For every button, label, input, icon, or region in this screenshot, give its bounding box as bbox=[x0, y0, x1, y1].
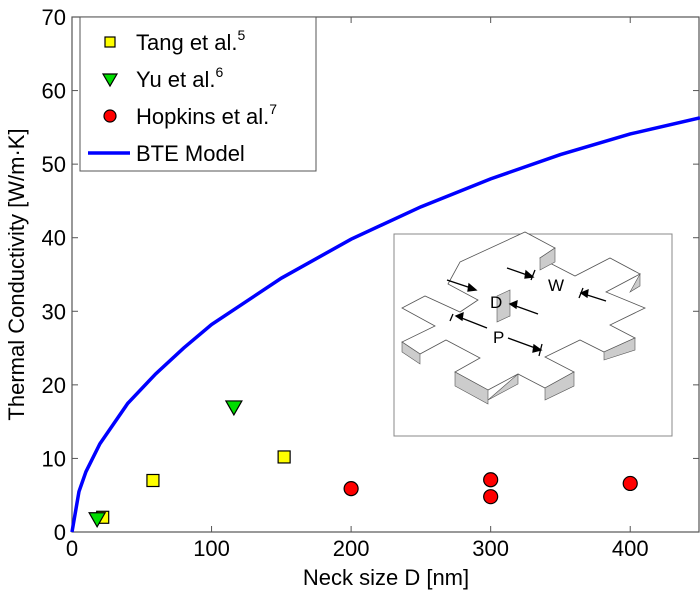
inset-diagram: D W P bbox=[393, 231, 673, 437]
data-markers bbox=[88, 400, 638, 528]
y-tick-label: 70 bbox=[42, 5, 66, 30]
y-tick-label: 10 bbox=[42, 446, 66, 471]
legend-label: Yu et al.6 bbox=[136, 64, 224, 92]
inset-label-w: W bbox=[548, 276, 564, 295]
y-axis-label: Thermal Conductivity [W/m·K] bbox=[4, 128, 29, 420]
x-tick-label: 400 bbox=[612, 536, 649, 561]
x-axis-label: Neck size D [nm] bbox=[303, 565, 469, 590]
x-tick-label: 100 bbox=[193, 536, 230, 561]
y-tick-label: 0 bbox=[54, 520, 66, 545]
axis-labels: Neck size D [nm] Thermal Conductivity [W/… bbox=[4, 128, 469, 590]
legend-label: Hopkins et al.7 bbox=[136, 101, 277, 129]
x-tick-label: 0 bbox=[66, 536, 78, 561]
plot-axes: 0 100 200 300 400 0 10 20 30 40 50 60 70 bbox=[42, 5, 700, 561]
y-tick-label: 60 bbox=[42, 79, 66, 104]
inset-label-p: P bbox=[493, 328, 504, 347]
legend-label: Tang et al.5 bbox=[136, 27, 246, 55]
x-tick-label: 300 bbox=[472, 536, 509, 561]
y-tick-label: 30 bbox=[42, 299, 66, 324]
legend-label: BTE Model bbox=[136, 141, 245, 166]
x-tick-label: 200 bbox=[333, 536, 370, 561]
y-tick-label: 50 bbox=[42, 152, 66, 177]
y-tick-label: 40 bbox=[42, 226, 66, 251]
y-tick-label: 20 bbox=[42, 373, 66, 398]
inset-label-d: D bbox=[490, 293, 502, 312]
bte-model-curve bbox=[70, 116, 700, 533]
legend: Tang et al.5 Yu et al.6 Hopkins et al.7 BTE… bbox=[79, 16, 317, 172]
